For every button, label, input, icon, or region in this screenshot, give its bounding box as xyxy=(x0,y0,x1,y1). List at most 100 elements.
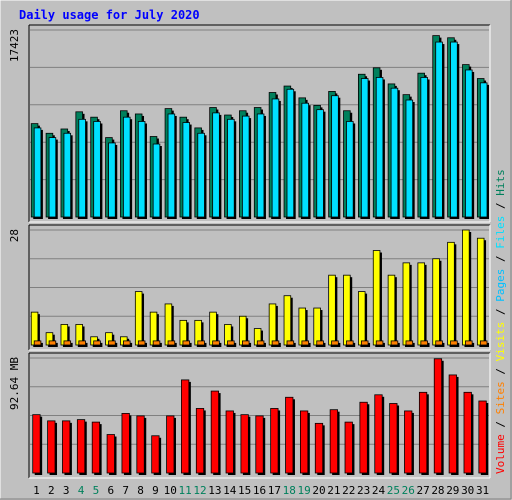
bar-sites-day-15 xyxy=(241,340,250,346)
bar-sites-day-26 xyxy=(405,340,414,346)
bar-files-day-21 xyxy=(331,95,339,218)
bar-visits-day-18 xyxy=(283,295,292,346)
bar-files-day-25 xyxy=(390,87,399,218)
bar-sites-day-6 xyxy=(108,340,116,346)
bar-files-day-4 xyxy=(78,118,86,218)
bar-visits-day-19 xyxy=(298,307,306,346)
chart-title: Daily usage for July 2020 xyxy=(19,8,200,22)
legend-item: Visits xyxy=(494,322,507,362)
bar-sites-day-10 xyxy=(167,340,176,346)
bar-files-day-27 xyxy=(420,77,428,218)
x-tick-label: 22 xyxy=(342,484,355,497)
legend-item: Hits xyxy=(494,169,507,196)
bar-volume-day-26 xyxy=(404,410,413,474)
bar-files-day-18 xyxy=(286,88,295,218)
bar-sites-day-21 xyxy=(331,340,339,346)
bar-files-day-14 xyxy=(227,118,235,218)
bar-volume-day-6 xyxy=(106,434,115,474)
x-tick-label: 18 xyxy=(283,484,296,497)
bar-visits-day-10 xyxy=(164,303,173,346)
bar-volume-day-31 xyxy=(478,400,487,474)
bar-volume-day-8 xyxy=(136,415,145,474)
legend-item: / xyxy=(494,414,507,434)
bar-visits-day-31 xyxy=(476,237,485,346)
x-tick-label: 17 xyxy=(268,484,281,497)
bar-files-day-12 xyxy=(197,132,205,218)
bar-volume-day-10 xyxy=(166,415,175,474)
bar-sites-day-24 xyxy=(375,340,384,346)
x-tick-label: 30 xyxy=(461,484,474,497)
bar-visits-day-24 xyxy=(372,250,381,346)
axis-max-label: 92.64 MB xyxy=(8,357,21,410)
bar-files-day-5 xyxy=(93,121,101,218)
bar-files-day-3 xyxy=(63,132,72,218)
bar-sites-day-14 xyxy=(227,340,235,346)
bar-files-day-29 xyxy=(450,41,458,218)
x-tick-label: 24 xyxy=(372,484,386,497)
bar-files-day-2 xyxy=(48,137,57,218)
x-tick-label: 29 xyxy=(446,484,459,497)
bar-visits-day-1 xyxy=(30,311,39,346)
bar-files-day-10 xyxy=(167,113,176,218)
bar-visits-day-8 xyxy=(134,291,143,346)
bar-visits-day-22 xyxy=(343,274,351,346)
bar-files-day-23 xyxy=(360,78,369,218)
x-tick-label: 25 xyxy=(387,484,400,497)
bar-sites-day-28 xyxy=(435,340,443,346)
x-tick-label: 16 xyxy=(253,484,266,497)
bar-sites-day-9 xyxy=(152,340,161,346)
bar-sites-day-18 xyxy=(286,340,295,346)
bar-volume-day-28 xyxy=(433,358,443,474)
x-tick-label: 23 xyxy=(357,484,370,497)
bar-files-day-16 xyxy=(256,113,265,218)
bar-visits-day-30 xyxy=(462,229,470,346)
axis-max-label: 28 xyxy=(8,229,21,242)
bar-volume-day-16 xyxy=(255,415,264,474)
legend-item: / xyxy=(494,196,507,216)
x-tick-label: 10 xyxy=(164,484,177,497)
x-tick-label: 12 xyxy=(193,484,206,497)
x-tick-label: 19 xyxy=(297,484,310,497)
bar-files-day-1 xyxy=(33,127,42,218)
bar-sites-day-8 xyxy=(137,340,146,346)
bar-volume-day-15 xyxy=(240,414,249,474)
bar-volume-day-21 xyxy=(329,409,338,474)
bar-volume-day-24 xyxy=(374,394,383,474)
bar-sites-day-7 xyxy=(123,340,131,346)
panel-hits_files: 17423 xyxy=(8,24,491,223)
bar-sites-day-29 xyxy=(450,340,458,346)
x-tick-label: 4 xyxy=(78,484,85,497)
bar-files-day-28 xyxy=(435,41,443,218)
bar-visits-day-25 xyxy=(387,274,396,346)
bar-visits-day-28 xyxy=(432,258,440,346)
bar-visits-day-29 xyxy=(447,241,455,346)
x-tick-label: 28 xyxy=(431,484,444,497)
bar-volume-day-1 xyxy=(32,414,41,474)
bar-volume-day-22 xyxy=(344,421,353,474)
bar-sites-day-19 xyxy=(301,340,309,346)
x-tick-label: 5 xyxy=(93,484,100,497)
bar-sites-day-1 xyxy=(33,340,42,346)
bar-volume-day-14 xyxy=(225,410,234,474)
bar-volume-day-29 xyxy=(448,374,457,474)
axis-max-label: 17423 xyxy=(8,29,21,62)
legend-item: Sites xyxy=(494,381,507,414)
x-tick-label: 9 xyxy=(152,484,159,497)
bar-sites-day-12 xyxy=(197,340,205,346)
bar-volume-day-27 xyxy=(418,391,428,474)
x-tick-label: 27 xyxy=(416,484,429,497)
bar-files-day-31 xyxy=(479,82,488,218)
x-tick-label: 20 xyxy=(312,484,325,497)
bar-sites-day-22 xyxy=(346,340,354,346)
bar-visits-day-27 xyxy=(417,262,425,346)
bar-sites-day-3 xyxy=(63,340,72,346)
bar-sites-day-13 xyxy=(212,340,220,346)
legend-item: Files xyxy=(494,216,507,249)
bar-volume-day-9 xyxy=(151,435,160,474)
bar-sites-day-25 xyxy=(390,340,399,346)
panel-volume: 92.64 MB xyxy=(8,352,491,479)
legend-item: / xyxy=(494,302,507,322)
legend-item: Pages xyxy=(494,269,507,302)
bar-volume-day-25 xyxy=(389,403,398,474)
